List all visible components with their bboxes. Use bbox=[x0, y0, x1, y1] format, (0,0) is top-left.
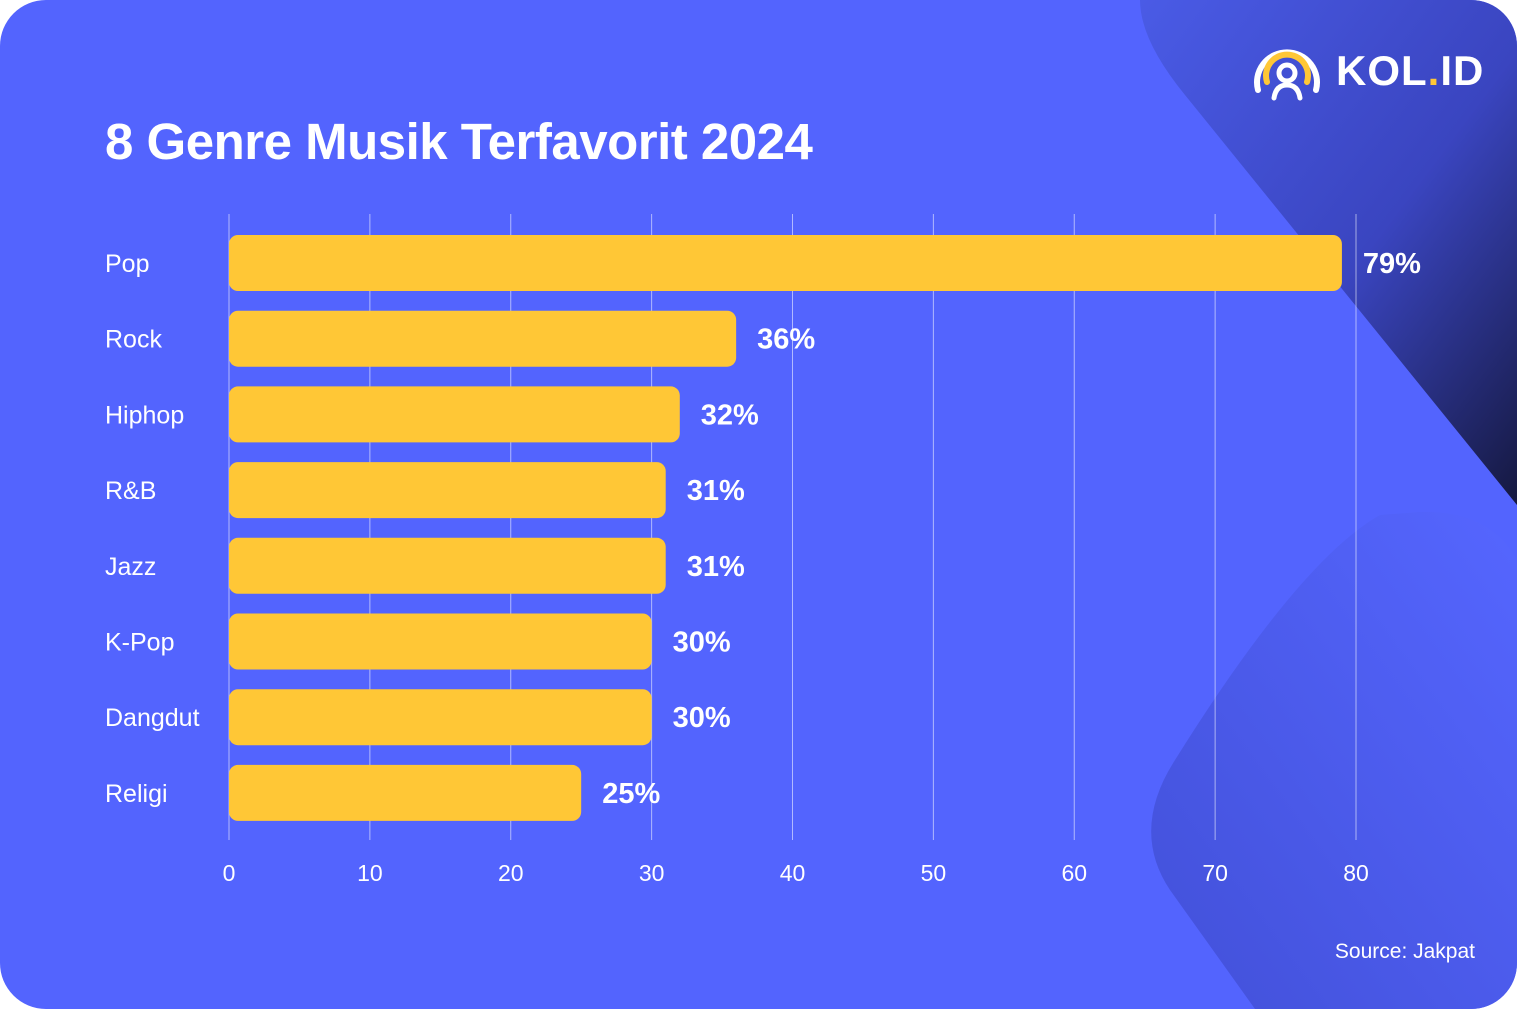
kolid-logo: KOL.ID bbox=[1252, 40, 1484, 102]
bar bbox=[229, 537, 666, 594]
category-label: R&B bbox=[105, 477, 156, 505]
bar bbox=[229, 689, 652, 746]
data-label: 31% bbox=[687, 551, 745, 583]
bar bbox=[229, 386, 680, 443]
bottom-right-shape bbox=[1151, 511, 1517, 1009]
data-label: 79% bbox=[1363, 248, 1421, 280]
logo-text: KOL.ID bbox=[1336, 47, 1485, 94]
category-label: Rock bbox=[105, 326, 162, 354]
x-tick-label: 80 bbox=[1343, 860, 1369, 886]
bar bbox=[229, 613, 652, 670]
x-tick-label: 30 bbox=[639, 860, 665, 886]
x-tick-label: 60 bbox=[1061, 860, 1087, 886]
x-tick-label: 0 bbox=[223, 860, 236, 886]
bar bbox=[229, 235, 1342, 291]
data-label: 30% bbox=[673, 627, 731, 659]
data-label: 25% bbox=[602, 778, 660, 810]
category-label: Religi bbox=[105, 780, 168, 808]
logo-broadcast-person-icon bbox=[1254, 49, 1320, 101]
category-label: Jazz bbox=[105, 553, 156, 581]
data-label: 31% bbox=[687, 475, 745, 507]
bar bbox=[229, 764, 582, 821]
data-label: 30% bbox=[673, 702, 731, 734]
x-tick-label: 50 bbox=[921, 860, 947, 886]
category-label: Dangdut bbox=[105, 704, 200, 732]
x-tick-label: 10 bbox=[357, 860, 383, 886]
bar bbox=[229, 310, 737, 367]
chart-title: 8 Genre Musik Terfavorit 2024 bbox=[105, 113, 813, 170]
source-note: Source: Jakpat bbox=[1334, 940, 1475, 963]
data-label: 36% bbox=[757, 324, 815, 356]
x-tick-label: 70 bbox=[1202, 860, 1228, 886]
bar bbox=[229, 462, 666, 519]
x-tick-label: 40 bbox=[780, 860, 806, 886]
category-label: Hiphop bbox=[105, 401, 184, 429]
data-label: 32% bbox=[701, 399, 759, 431]
x-tick-label: 20 bbox=[498, 860, 524, 886]
category-label: K-Pop bbox=[105, 629, 174, 657]
category-label: Pop bbox=[105, 250, 149, 278]
